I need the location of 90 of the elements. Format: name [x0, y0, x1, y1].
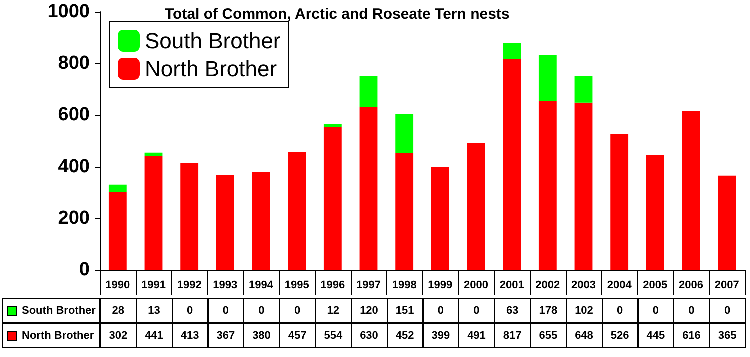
x-tick-label: 2002: [536, 280, 560, 292]
data-label: 491: [458, 323, 496, 348]
data-label: 120: [350, 298, 388, 323]
data-label: 399: [422, 323, 460, 348]
data-label: 302: [100, 323, 137, 348]
bar: [503, 59, 522, 270]
data-label: 817: [494, 323, 531, 348]
bar: [180, 163, 199, 270]
data-label: 0: [279, 298, 316, 323]
bar: [718, 176, 736, 270]
data-label: 0: [458, 298, 496, 323]
data-label: 452: [386, 323, 424, 348]
data-label: 0: [638, 298, 674, 323]
x-tick-label: 2004: [607, 280, 633, 292]
data-label: 0: [422, 298, 460, 323]
bar: [252, 172, 270, 270]
bar: [431, 167, 450, 270]
data-label: 102: [566, 298, 603, 323]
data-label: 12: [315, 298, 352, 323]
x-tick-label: 1999: [428, 280, 453, 292]
y-tick-label: 600: [58, 104, 90, 126]
y-tick-label: 800: [58, 53, 90, 74]
x-tick-label: 2005: [643, 280, 668, 292]
bar: [396, 153, 414, 270]
data-label: 0: [243, 298, 280, 323]
x-tick-label: 1994: [249, 280, 274, 292]
x-tick-label: 1991: [142, 280, 166, 292]
data-label: 0: [172, 298, 208, 323]
x-tick-label: 2000: [464, 280, 488, 292]
data-label: 0: [602, 298, 638, 323]
data-label: 380: [243, 323, 280, 348]
bar: [144, 156, 163, 270]
data-label: 367: [208, 323, 244, 348]
data-label: 0: [709, 298, 746, 323]
bar: [108, 184, 127, 192]
y-tick-label: 0: [79, 260, 90, 280]
bar: [324, 124, 342, 128]
x-tick-label: 2007: [714, 280, 740, 292]
bar: [538, 55, 557, 102]
data-label: 554: [315, 323, 352, 348]
bar: [610, 134, 629, 270]
x-tick-label: 1996: [320, 280, 346, 292]
bar: [360, 76, 378, 108]
bar: [682, 111, 700, 270]
bar: [216, 175, 234, 270]
x-tick-label: 1997: [356, 280, 381, 292]
data-label: 441: [136, 323, 173, 348]
bar: [574, 102, 593, 270]
data-label: 655: [530, 323, 567, 348]
x-tick-label: 1992: [177, 280, 202, 292]
data-label: 457: [279, 323, 316, 348]
data-label: 13: [136, 298, 173, 323]
bar: [324, 127, 342, 270]
x-tick-label: 2001: [500, 280, 524, 292]
data-label: 0: [208, 298, 244, 323]
y-tick-label: 400: [58, 156, 90, 178]
bar: [396, 114, 414, 154]
x-tick-label: 2003: [572, 280, 596, 292]
data-label: 178: [530, 298, 567, 323]
bar: [288, 152, 306, 270]
y-tick-label: 200: [58, 208, 90, 229]
bar: [646, 155, 664, 270]
data-label: 648: [566, 323, 603, 348]
bar: [503, 42, 522, 60]
data-label: 413: [172, 323, 208, 348]
bar: [538, 101, 557, 270]
bar: [574, 76, 593, 103]
y-tick-label: 1000: [48, 2, 90, 22]
data-label: 63: [494, 298, 531, 323]
data-label: 526: [602, 323, 638, 348]
text: North Brother: [22, 330, 94, 342]
data-label: 365: [709, 323, 746, 348]
x-tick-label: 1990: [106, 280, 130, 292]
bar: [467, 143, 486, 270]
text: South Brother: [22, 304, 96, 316]
bar: [108, 192, 127, 270]
x-tick-label: 1993: [213, 280, 238, 292]
x-tick-label: 1998: [392, 280, 417, 292]
data-label: 151: [386, 298, 424, 323]
legend-label: South Brother: [145, 28, 281, 54]
legend-label: North Brother: [145, 56, 278, 82]
chart-title: Total of Common, Arctic and Roseate Tern nests: [165, 6, 510, 23]
data-label: 28: [100, 298, 137, 323]
data-label: 445: [638, 323, 674, 348]
data-label: 616: [673, 323, 710, 348]
data-label: 0: [673, 298, 710, 323]
data-label: 630: [350, 323, 388, 348]
bar: [360, 107, 378, 270]
x-tick-label: 2006: [679, 280, 704, 292]
x-tick-label: 1995: [284, 280, 310, 292]
